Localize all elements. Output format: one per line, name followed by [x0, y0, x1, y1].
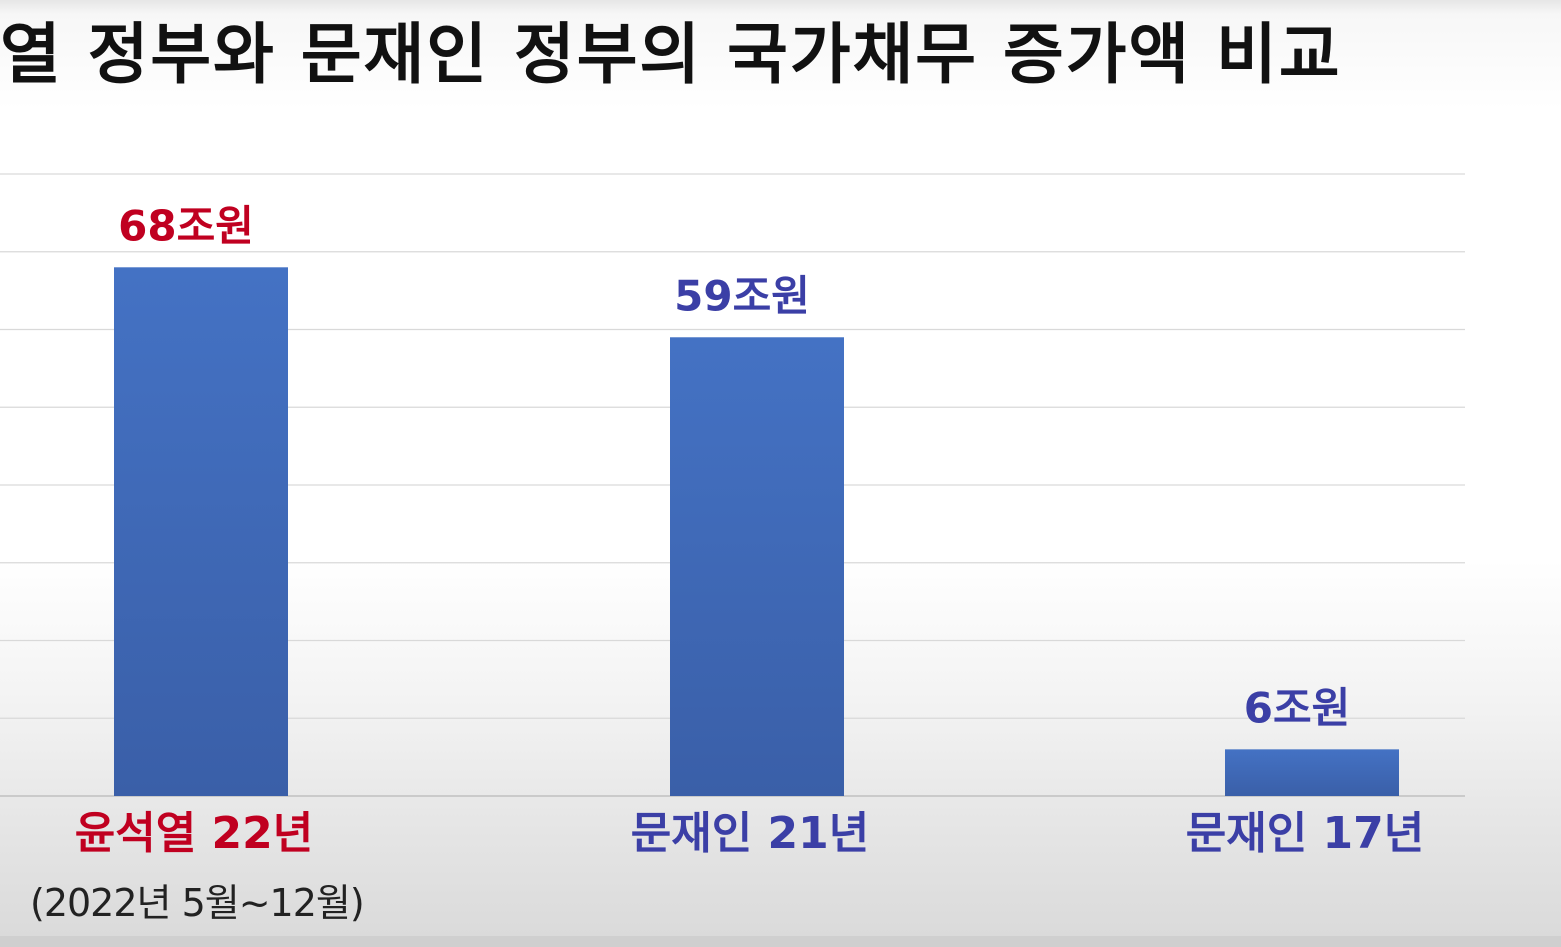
bottom-strip [0, 936, 1561, 947]
category-label: 문재인 21년 [631, 808, 869, 859]
bar-value-label: 6조원 [1244, 683, 1351, 732]
bar [670, 337, 844, 796]
value-labels: 68조원 59조원 6조원 [118, 201, 1350, 732]
chart-title: 열 정부와 문재인 정부의 국가채무 증가액 비교 [0, 16, 1342, 93]
category-label: 문재인 17년 [1186, 808, 1424, 859]
period-footnote: (2022년 5월~12월) [30, 881, 365, 925]
bar [114, 267, 288, 796]
bar [1225, 749, 1399, 796]
category-labels: 윤석열 22년 문재인 21년 문재인 17년 [75, 808, 1424, 859]
bars [114, 267, 1399, 796]
category-label: 윤석열 22년 [75, 808, 313, 859]
bar-value-label: 59조원 [674, 271, 810, 320]
bar-value-label: 68조원 [118, 201, 254, 250]
